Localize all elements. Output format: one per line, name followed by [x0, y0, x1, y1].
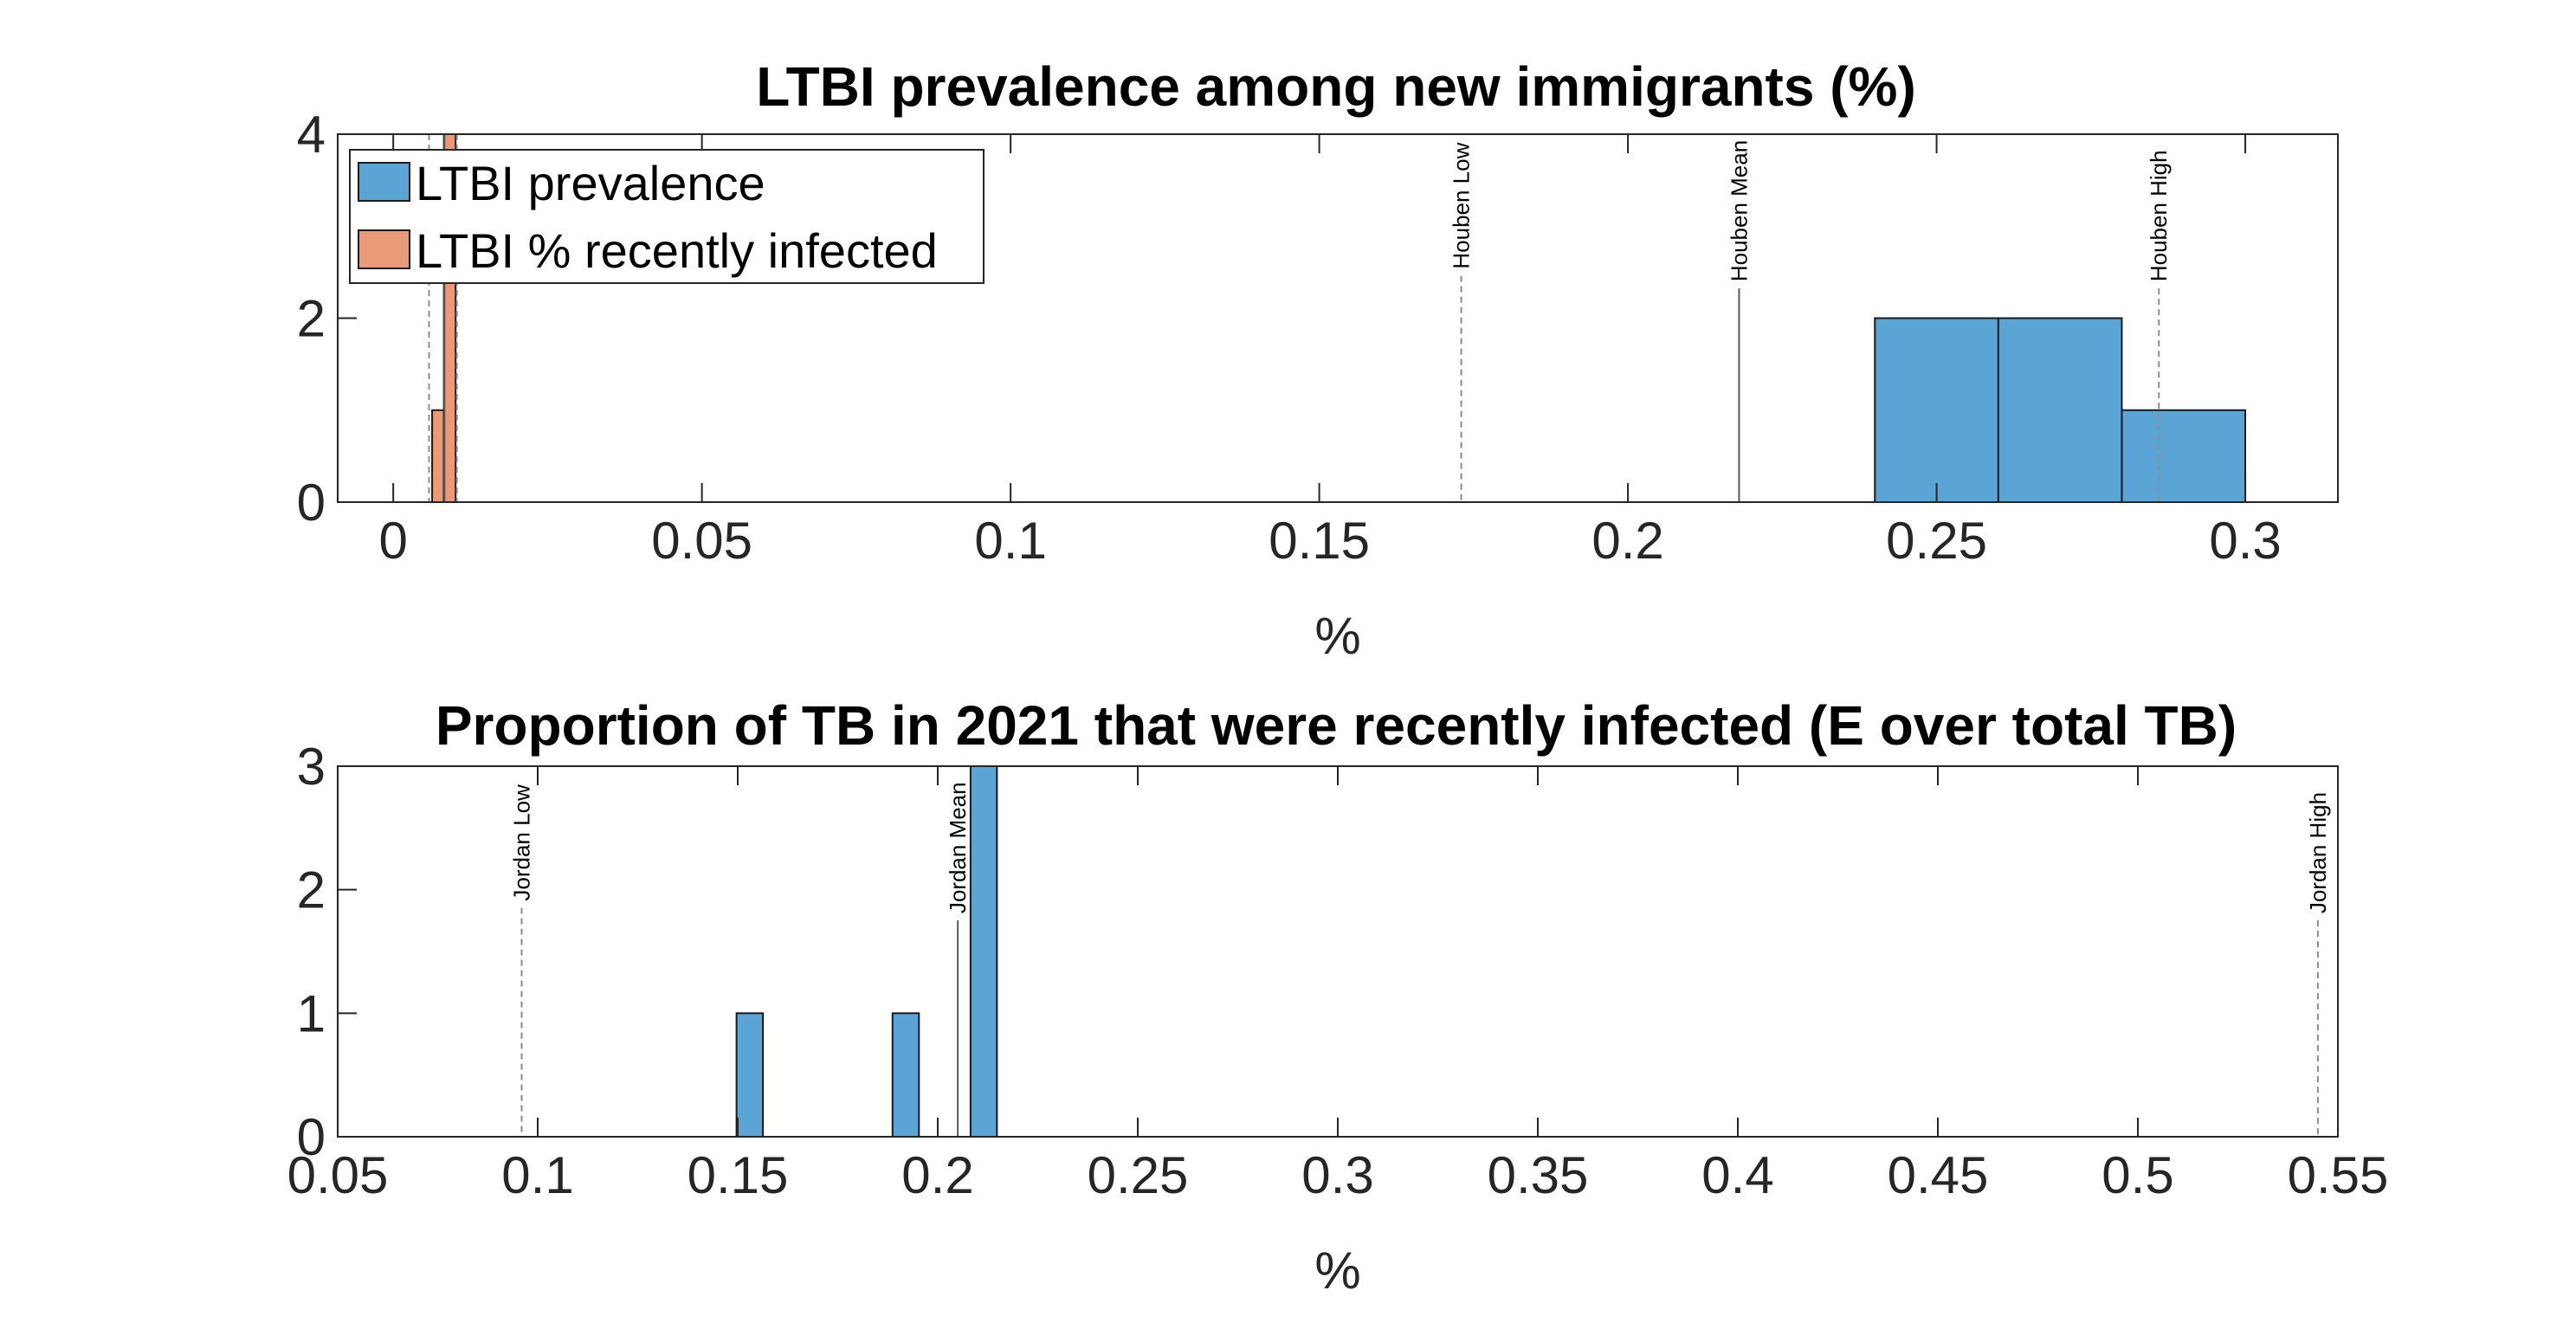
- x-tick-label: 0.5: [2101, 1146, 2173, 1204]
- y-tick-label: 0: [297, 1108, 326, 1166]
- x-axis-ticks: 0.05 0.1 0.15 0.2 0.25 0.3 0.35 0.4 0.45 0.5 0.55: [287, 766, 2389, 1204]
- x-tick-label: 0.05: [651, 512, 752, 570]
- x-tick-label: 0.2: [1591, 512, 1663, 570]
- y-tick-label: 0: [297, 474, 326, 532]
- y-axis-ticks: 0 1 2 3: [297, 738, 357, 1166]
- x-tick-label: 0.05: [287, 1146, 389, 1204]
- chart-title: LTBI prevalence among new immigrants (%): [756, 55, 1916, 118]
- histogram-bar-1-1: [1874, 317, 1999, 503]
- reference-line-label-jordan-high: Jordan High: [2305, 792, 2331, 913]
- y-tick-label: 2: [297, 861, 326, 919]
- histogram-bar-1-2: [1997, 317, 2123, 503]
- legend-label-ltbi-prevalence: LTBI prevalence: [416, 156, 765, 210]
- y-tick-label: 4: [297, 106, 326, 164]
- histogram-bar-1-2: [891, 1012, 920, 1138]
- legend-box: [349, 149, 985, 284]
- x-tick-label: 0.25: [1886, 512, 1987, 570]
- x-tick-label: 0.3: [1301, 1146, 1373, 1204]
- x-axis-label: %: [1314, 1241, 1360, 1300]
- reference-line-label-jordan-low: Jordan Low: [509, 784, 535, 901]
- histogram-bar-1-3: [2121, 409, 2247, 503]
- x-tick-label: 0.25: [1088, 1146, 1189, 1204]
- x-tick-label: 0.1: [974, 512, 1046, 570]
- x-tick-label: 0.55: [2288, 1146, 2389, 1204]
- x-tick-label: 0: [378, 512, 407, 570]
- x-tick-label: 0.45: [1888, 1146, 1989, 1204]
- x-axis-label: %: [1314, 607, 1360, 665]
- reference-line-label-houben-low: Houben Low: [1449, 142, 1475, 268]
- x-tick-label: 0.3: [2209, 512, 2281, 570]
- x-tick-label: 0.15: [1269, 512, 1370, 570]
- reference-line-label-jordan-mean: Jordan Mean: [945, 782, 971, 913]
- reference-line-label-houben-high: Houben High: [2146, 150, 2172, 281]
- reference-lines-layer: Jordan Low Jordan Mean Jordan High: [509, 782, 2331, 1137]
- x-tick-label: 0.1: [501, 1146, 573, 1204]
- legend-swatch-ltbi-prevalence: [358, 162, 410, 202]
- y-tick-label: 2: [297, 290, 326, 348]
- histogram-bar-2-1: [431, 409, 445, 503]
- histogram-panel-tb-recently-infected: Proportion of TB in 2021 that were recen…: [287, 694, 2389, 1300]
- x-tick-label: 0.2: [901, 1146, 973, 1204]
- legend-label-ltbi-recently-infected: LTBI % recently infected: [416, 223, 938, 278]
- x-tick-label: 0.15: [688, 1146, 789, 1204]
- histogram-panel-ltbi-prevalence: LTBI prevalence among new immigrants (%)…: [297, 55, 2339, 665]
- reference-line-label-houben-mean: Houben Mean: [1726, 140, 1752, 281]
- x-tick-label: 0.35: [1488, 1146, 1589, 1204]
- histogram-bar-1-1: [735, 1012, 765, 1138]
- x-tick-label: 0.4: [1701, 1146, 1773, 1204]
- bars-layer: [735, 765, 998, 1138]
- reference-lines-layer: Houben Low Houben Mean Houben High: [428, 134, 2172, 502]
- y-tick-label: 3: [297, 738, 326, 796]
- y-tick-label: 1: [297, 984, 326, 1042]
- legend: LTBI prevalence LTBI % recently infected: [349, 149, 985, 284]
- chart-title: Proportion of TB in 2021 that were recen…: [436, 694, 2237, 757]
- x-axis-ticks: 0 0.05 0.1 0.15 0.2 0.25 0.3: [378, 134, 2282, 570]
- legend-swatch-ltbi-recently-infected: [358, 229, 410, 269]
- y-axis-ticks: 0 2 4: [297, 106, 357, 532]
- histogram-bar-1-3: [969, 765, 998, 1138]
